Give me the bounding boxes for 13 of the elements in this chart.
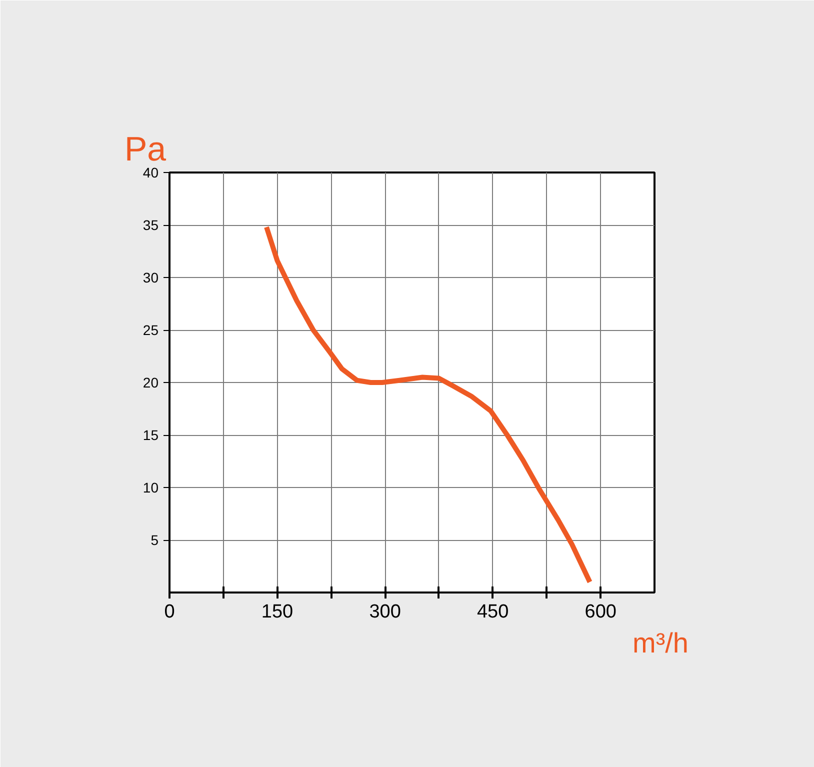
y-tick-label: 15 bbox=[142, 427, 159, 443]
x-tick-label: 600 bbox=[584, 602, 616, 622]
x-axis-title: m³/h bbox=[632, 628, 688, 658]
y-tick-label: 5 bbox=[150, 532, 159, 548]
x-tick-label: 0 bbox=[164, 602, 175, 622]
y-tick-label: 25 bbox=[142, 322, 159, 338]
x-tick-label: 450 bbox=[476, 602, 509, 622]
y-tick-label: 20 bbox=[142, 374, 159, 390]
x-tick-label: 150 bbox=[261, 602, 294, 622]
y-tick-label: 30 bbox=[142, 270, 159, 286]
y-tick-label: 35 bbox=[142, 217, 159, 233]
y-tick-label: 10 bbox=[142, 480, 159, 496]
x-tick-label: 300 bbox=[369, 602, 401, 622]
